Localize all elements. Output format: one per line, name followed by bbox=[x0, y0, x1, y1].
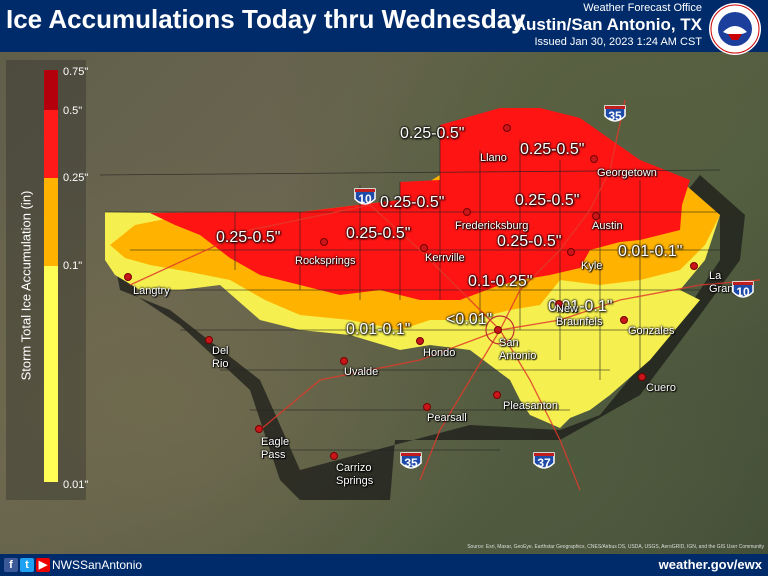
zone-label: 0.01-0.1" bbox=[548, 298, 613, 315]
zone-label: 0.01-0.1" bbox=[346, 321, 411, 338]
city-label-pleasanton: Pleasanton bbox=[503, 400, 559, 412]
website-link[interactable]: weather.gov/ewx bbox=[658, 557, 762, 572]
city-label-carrizo-springs: Carrizo Springs bbox=[336, 462, 374, 487]
issued-time: Issued Jan 30, 2023 1:24 AM CST bbox=[534, 36, 702, 48]
city-label-kyle: Kyle bbox=[581, 260, 603, 272]
city-label-austin: Austin bbox=[592, 220, 623, 232]
city-dot bbox=[592, 212, 600, 220]
city-dot bbox=[494, 326, 502, 334]
city-dot bbox=[124, 273, 132, 281]
legend-tick-075: 0.75" bbox=[63, 66, 89, 78]
legend-tick-025: 0.25" bbox=[63, 172, 89, 184]
legend-title: Storm Total Ice Accumulation (in) bbox=[18, 190, 34, 381]
legend-color-bar bbox=[44, 70, 58, 482]
city-dot bbox=[567, 248, 575, 256]
city-label-del-rio: Del Rio bbox=[212, 345, 229, 370]
highway-lines bbox=[129, 99, 761, 491]
map-credits: Source: Esri, Maxar, GeoEye, Earthstar G… bbox=[467, 544, 764, 550]
shield-number: 35 bbox=[608, 109, 622, 123]
shield-number: 37 bbox=[537, 456, 551, 470]
city-label-new-braunfels: New Braunfels bbox=[556, 303, 603, 328]
city-dot bbox=[420, 244, 428, 252]
interstate-shield-i37: 37 bbox=[532, 451, 556, 473]
city-label-pearsall: Pearsall bbox=[427, 412, 467, 424]
city-label-uvalde: Uvalde bbox=[344, 366, 379, 378]
city-dot bbox=[503, 124, 511, 132]
page-title: Ice Accumulations Today thru Wednesday bbox=[6, 4, 526, 34]
city-dot bbox=[463, 208, 471, 216]
zone-label: 0.1-0.25" bbox=[468, 273, 533, 290]
city-dot bbox=[423, 403, 431, 411]
zone-label: 0.25-0.5" bbox=[380, 194, 445, 211]
city-label-hondo: Hondo bbox=[423, 347, 456, 359]
legend-tick-001: 0.01" bbox=[63, 479, 89, 491]
city-dot bbox=[340, 357, 348, 365]
legend-panel: Storm Total Ice Accumulation (in) 0.75" … bbox=[6, 60, 89, 500]
interstate-shield-i10-east: 10 bbox=[731, 280, 755, 302]
youtube-icon[interactable]: ▶ bbox=[36, 558, 50, 572]
facebook-icon[interactable]: f bbox=[4, 558, 18, 572]
legend-segment-dark-red bbox=[44, 70, 58, 110]
wfo-label: Weather Forecast Office bbox=[583, 2, 702, 14]
interstate-shield-i35-south: 35 bbox=[399, 451, 423, 473]
city-dot bbox=[620, 316, 628, 324]
zone-label: 0.25-0.5" bbox=[346, 225, 411, 242]
legend-segment-red bbox=[44, 110, 58, 178]
shield-number: 10 bbox=[358, 192, 372, 206]
zone-label: 0.25-0.5" bbox=[497, 233, 562, 250]
zone-label: <0.01" bbox=[446, 311, 493, 328]
city-dot bbox=[255, 425, 263, 433]
office-name: Austin/San Antonio, TX bbox=[513, 15, 702, 34]
city-label-cuero: Cuero bbox=[646, 382, 676, 394]
city-label-llano: Llano bbox=[480, 152, 507, 164]
city-dot bbox=[638, 373, 646, 381]
nws-logo-icon bbox=[709, 3, 761, 55]
city-dot bbox=[555, 300, 563, 308]
city-label-gonzales: Gonzales bbox=[628, 325, 675, 337]
zone-red bbox=[150, 108, 690, 300]
social-handle[interactable]: NWSSanAntonio bbox=[52, 558, 143, 572]
shield-number: 10 bbox=[736, 285, 750, 299]
header-bar: Ice Accumulations Today thru Wednesday W… bbox=[0, 0, 768, 55]
city-dot bbox=[416, 337, 424, 345]
zone-label: 0.01-0.1" bbox=[618, 243, 683, 260]
city-label-rocksprings: Rocksprings bbox=[295, 255, 356, 267]
city-label-kerrville: Kerrville bbox=[425, 252, 465, 264]
twitter-icon[interactable]: t bbox=[20, 558, 34, 572]
city-label-fredericksburg: Fredericksburg bbox=[455, 220, 529, 232]
city-label-georgetown: Georgetown bbox=[597, 167, 657, 179]
legend-tick-05: 0.5" bbox=[63, 105, 83, 117]
city-dot bbox=[320, 238, 328, 246]
legend-segment-orange bbox=[44, 178, 58, 266]
city-dot bbox=[493, 391, 501, 399]
shield-number: 35 bbox=[404, 456, 418, 470]
city-dot bbox=[205, 336, 213, 344]
city-label-san-antonio: San Antonio bbox=[499, 337, 537, 362]
legend-segment-yellow bbox=[44, 266, 58, 482]
zone-label: 0.25-0.5" bbox=[216, 229, 281, 246]
zone-label: 0.25-0.5" bbox=[520, 141, 585, 158]
county-lines bbox=[99, 125, 721, 451]
interstate-shield-i35-north: 35 bbox=[603, 104, 627, 126]
legend-tick-01: 0.1" bbox=[63, 260, 83, 272]
zone-label: 0.25-0.5" bbox=[400, 125, 465, 142]
san-antonio-loop bbox=[485, 315, 515, 345]
city-dot bbox=[330, 452, 338, 460]
city-dot bbox=[590, 155, 598, 163]
zone-label: 0.25-0.5" bbox=[515, 192, 580, 209]
city-label-eagle-pass: Eagle Pass bbox=[261, 436, 290, 461]
outer-shadow bbox=[105, 175, 745, 500]
city-dot bbox=[690, 262, 698, 270]
city-label-langtry: Langtry bbox=[133, 285, 170, 297]
interstate-shield-i10-west: 10 bbox=[353, 187, 377, 209]
footer-bar: f t ▶ NWSSanAntonio weather.gov/ewx bbox=[0, 554, 768, 576]
